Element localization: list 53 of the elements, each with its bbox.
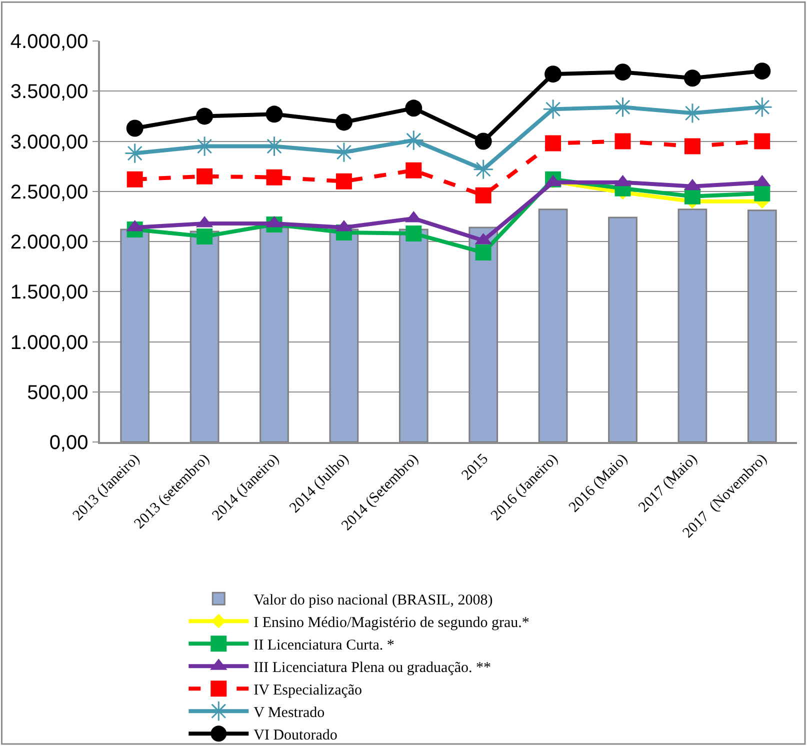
point <box>266 106 283 123</box>
legend-label: II Licenciatura Curta. * <box>254 637 394 654</box>
bar <box>608 216 638 442</box>
point <box>544 66 562 83</box>
y-tick-label: 0,00 <box>49 432 88 454</box>
y-tick-label: 500,00 <box>27 382 88 404</box>
y-tick-label: 2.500,00 <box>10 181 88 204</box>
bar <box>468 226 498 442</box>
y-tick-label: 3.500,00 <box>10 81 88 104</box>
point <box>684 138 700 154</box>
bar <box>747 210 777 442</box>
point <box>406 162 422 178</box>
point <box>475 244 492 261</box>
bar <box>120 228 150 442</box>
point <box>403 130 424 151</box>
point <box>754 185 770 202</box>
point <box>406 225 422 242</box>
bar <box>398 228 428 442</box>
point <box>684 70 701 87</box>
point <box>336 173 352 190</box>
point <box>473 158 494 180</box>
point <box>126 120 144 137</box>
y-tick-label: 2.000,00 <box>10 232 88 254</box>
legend-label: III Licenciatura Plena ou graduação. ** <box>254 660 492 676</box>
point <box>126 171 143 188</box>
y-tick-label: 3.000,00 <box>10 131 88 154</box>
point <box>474 132 492 150</box>
bar <box>538 208 568 442</box>
point <box>614 133 631 150</box>
point <box>196 228 213 244</box>
point <box>684 188 700 204</box>
point <box>475 187 492 204</box>
point <box>196 108 214 125</box>
y-tick-label: 4.000,00 <box>10 31 88 53</box>
point <box>754 62 771 80</box>
bar <box>678 208 708 442</box>
bar <box>260 226 289 442</box>
legend-label: VI Doutorado <box>254 727 338 744</box>
point <box>335 114 352 131</box>
legend-label: Valor do piso nacional (BRASIL, 2008) <box>254 592 493 608</box>
point <box>266 169 282 186</box>
point <box>754 133 770 150</box>
y-tick-label: 1.000,00 <box>10 332 88 354</box>
legend-label: I Ensino Médio/Magistério de segundo grau.* <box>254 614 530 631</box>
bar <box>190 230 220 442</box>
point <box>614 64 632 81</box>
y-tick-label: 1.500,00 <box>10 282 88 304</box>
point <box>405 100 422 117</box>
legend-label: IV Especialização <box>254 682 362 698</box>
bar <box>329 228 359 442</box>
point <box>196 168 213 184</box>
point <box>545 135 562 152</box>
legend-label: V Mestrado <box>254 704 325 721</box>
